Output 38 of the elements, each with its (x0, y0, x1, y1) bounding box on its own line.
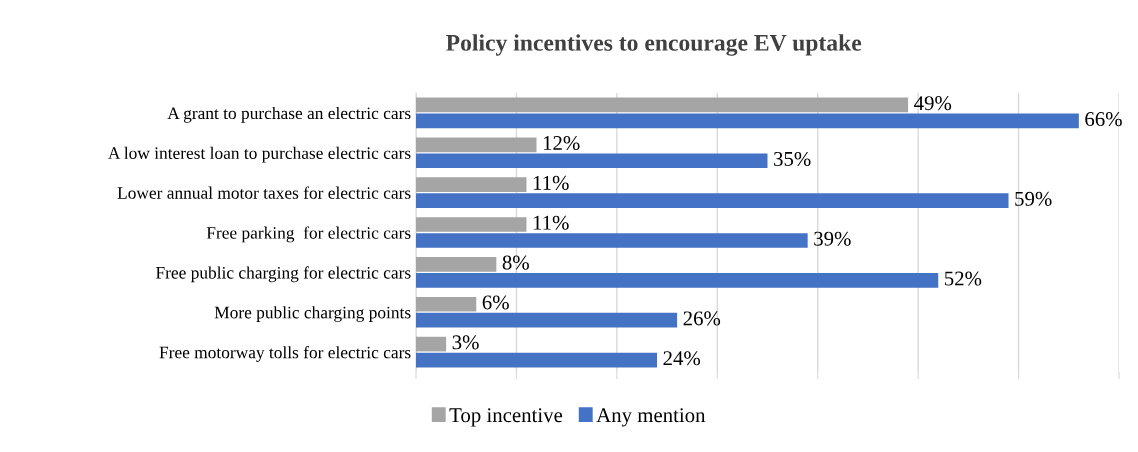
bar (416, 296, 477, 312)
data-label: 6% (482, 295, 509, 310)
bar (416, 257, 497, 272)
bar (416, 97, 909, 113)
y-tick-label: Free motorway tolls for electric cars (159, 345, 411, 362)
y-tick-label: Free public charging for electric cars (155, 266, 411, 283)
bar (416, 177, 527, 193)
y-tick-label: Free parking for electric cars (206, 226, 411, 243)
data-label: 49% (914, 96, 952, 111)
data-label: 3% (452, 335, 479, 350)
bar (416, 233, 808, 248)
data-label: 12% (543, 135, 580, 151)
bar (416, 217, 527, 232)
bar (416, 153, 768, 169)
data-label: 8% (502, 255, 529, 270)
chart-title: Policy incentives to encourage EV uptake (446, 34, 862, 56)
data-label: 66% (1085, 112, 1122, 127)
data-label: 59% (1015, 191, 1052, 206)
bar (416, 312, 678, 328)
data-label: 24% (663, 351, 701, 366)
bar (416, 113, 1079, 129)
data-label: 11% (533, 175, 569, 190)
y-tick-label: A grant to purchase an electric cars (167, 106, 411, 123)
bar (416, 352, 658, 368)
data-label: 35% (774, 151, 811, 167)
data-label: 39% (814, 231, 851, 246)
data-label: 52% (945, 271, 982, 286)
bar (416, 336, 447, 352)
bar (416, 137, 537, 153)
legend-label: Top incentive (449, 408, 563, 427)
y-tick-label: Lower annual motor taxes for electric cars (117, 186, 411, 199)
bar (416, 272, 939, 288)
data-label: 26% (683, 311, 721, 326)
bar (416, 193, 1009, 208)
data-label: 11% (533, 215, 569, 230)
legend-label: Any mention (596, 408, 706, 427)
y-tick-label: A low interest loan to purchase electric cars (108, 146, 411, 163)
y-tick-label: More public charging points (214, 306, 411, 322)
